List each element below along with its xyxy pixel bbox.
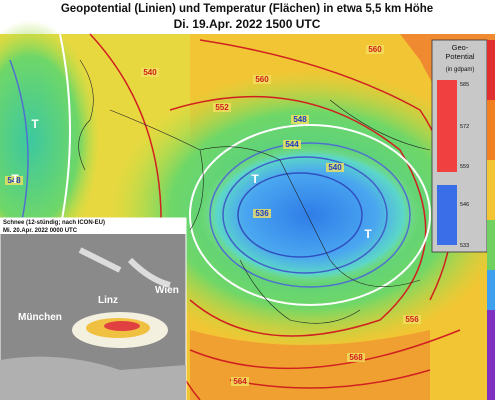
warm-zone [190,330,430,400]
contour-label-bg [291,115,309,124]
contour-label: 560 [368,45,382,54]
legend-title: Geo-Potential [445,43,475,61]
inset: Schnee (12-stündig; nach ICON-EU) Mi. 20… [0,217,187,401]
legend-bar [437,80,457,172]
legend-unit: (in gdpam) [446,67,475,73]
contour-label-bg [213,103,231,112]
map-title: Geopotential (Linien) und Temperatur (Fl… [61,3,433,15]
contour-label-bg [326,163,344,172]
contour-label: 540 [328,163,342,172]
legend-tick: 585 [460,82,469,88]
contour-label: 556 [405,315,419,324]
contour-label-bg [283,140,301,149]
inset-title: Schnee (12-stündig; nach ICON-EU) [3,220,105,226]
place-label: Wien [155,285,179,296]
place-label: Linz [98,295,118,306]
contour-label: 568 [349,353,363,362]
low-marker: T [31,117,39,131]
contour-label-bg [403,315,421,324]
place-label: München [18,312,62,323]
cold-core [200,145,420,285]
legend-bar [437,185,457,245]
contour-label: 548 [293,115,307,124]
low-marker: T [364,227,372,241]
legend-tick: 546 [460,202,469,208]
inset-date: Mi. 20.Apr. 2022 0000 UTC [3,228,78,234]
alps [0,356,186,400]
contour-label: 536 [255,209,269,218]
contour-label: 552 [215,103,229,112]
legend: Geo-Potential (in gdpam) 585 572 559 546 533 [431,39,488,253]
map-subtitle: Di. 19.Apr. 2022 1500 UTC [174,17,321,31]
low-marker: T [11,172,19,186]
contour-label-bg [253,209,271,218]
legend-tick: 559 [460,164,469,170]
contour-label-bg [231,377,249,386]
contour-label: 564 [233,377,247,386]
contour-label: 544 [285,140,299,149]
legend-tick: 533 [460,243,469,249]
colorbar [487,40,495,400]
contour-label: 548 [7,176,21,185]
snow-area [104,321,140,331]
contour-label: 540 [143,68,157,77]
legend-tick: 572 [460,124,469,130]
contour-label-bg [347,353,365,362]
contour-label-bg [253,75,271,84]
borders [78,59,431,324]
contour-label-bg [5,176,23,185]
contour-label-bg [366,45,384,54]
contour-label-bg [141,68,159,77]
contour-label: 560 [255,75,269,84]
inset-header [0,218,186,234]
low-marker: T [251,172,259,186]
